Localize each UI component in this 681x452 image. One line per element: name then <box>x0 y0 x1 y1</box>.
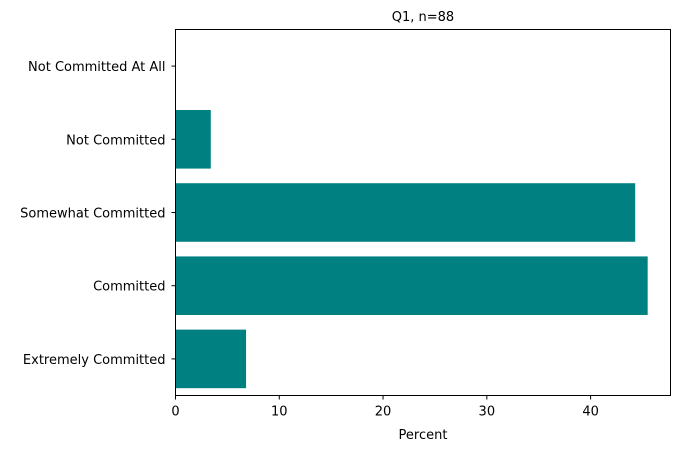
x-axis-ticks: 0 10 20 30 40 <box>171 395 599 420</box>
bar-1 <box>175 110 211 169</box>
bar-4 <box>175 329 247 389</box>
bar-2 <box>175 183 636 242</box>
y-tick-label: Not Committed At All <box>28 60 165 75</box>
y-tick-label: Somewhat Committed <box>20 207 165 222</box>
bars-group <box>175 110 648 389</box>
y-tick-label: Not Committed <box>66 133 165 148</box>
x-tick-label: 20 <box>375 405 392 420</box>
x-tick-label: 40 <box>582 405 599 420</box>
y-tick-label: Extremely Committed <box>23 353 166 368</box>
x-tick-label: 30 <box>479 405 496 420</box>
x-axis-label: Percent <box>399 428 448 443</box>
chart-title: Q1, n=88 <box>392 10 454 25</box>
y-tick-label: Committed <box>93 280 165 295</box>
bar-3 <box>175 256 648 315</box>
x-tick-label: 10 <box>271 405 288 420</box>
y-axis-ticks: Not Committed At All Not Committed Somewha… <box>20 60 176 368</box>
plot-frame <box>175 29 671 396</box>
x-tick-label: 0 <box>171 405 179 420</box>
